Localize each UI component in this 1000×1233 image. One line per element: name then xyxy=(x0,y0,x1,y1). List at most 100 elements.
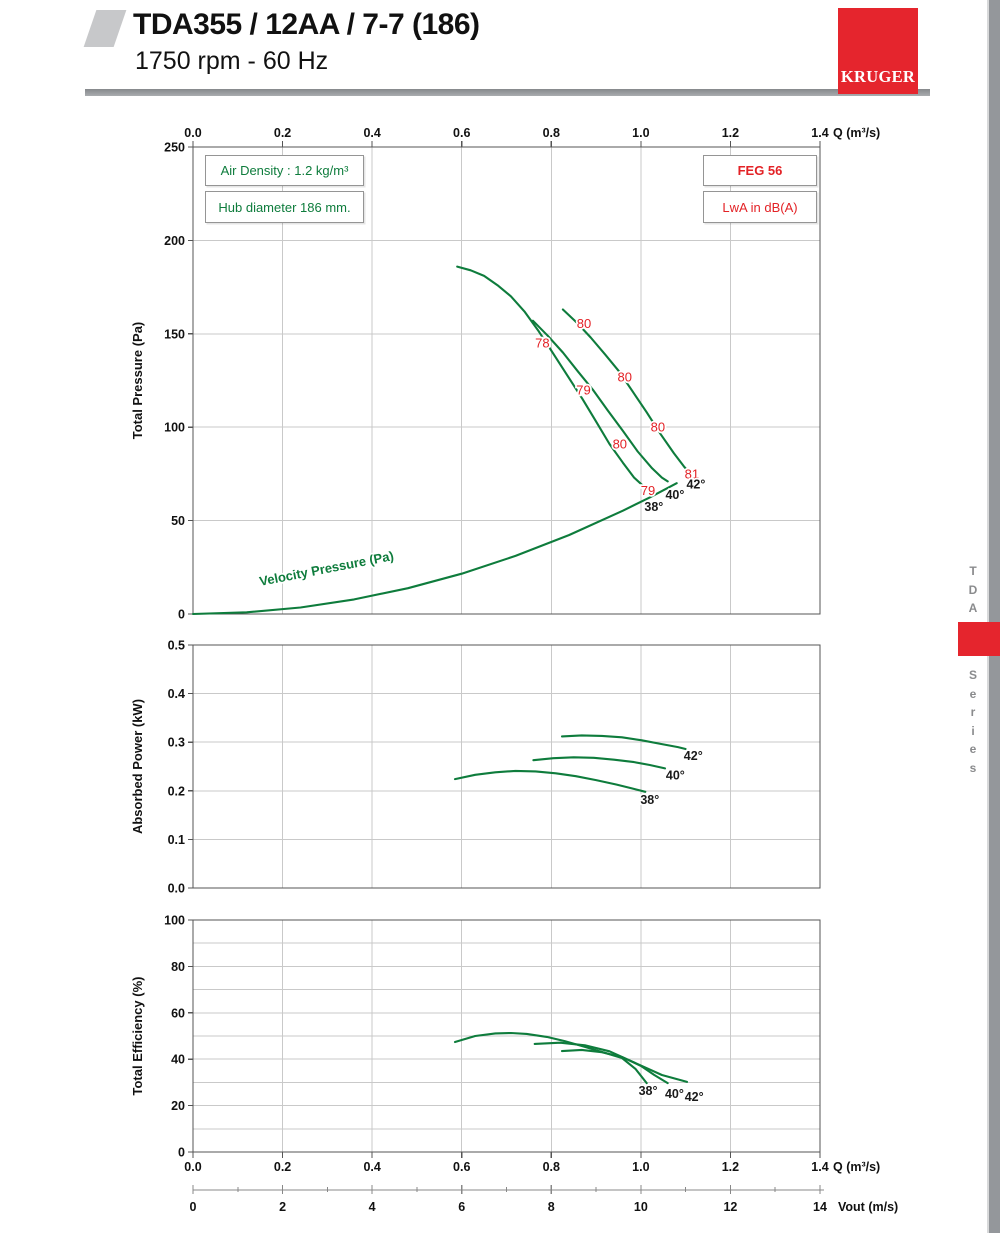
sidebar-tda-letter: A xyxy=(968,601,978,615)
sidebar-red-square xyxy=(958,622,1000,656)
blade-angle-label: 42° xyxy=(684,749,703,763)
blade-angle-label: 38° xyxy=(639,1084,658,1098)
y-tick-label: 0 xyxy=(178,1146,185,1160)
y-tick-label: 100 xyxy=(164,421,185,435)
noise-level-label: 81 xyxy=(685,466,699,481)
y-tick-label: 40 xyxy=(171,1053,185,1067)
blade-angle-label: 38° xyxy=(640,793,659,807)
y-tick-label: 0 xyxy=(178,608,185,622)
y-tick-label: 0.2 xyxy=(168,784,185,798)
curve-40 xyxy=(533,1041,669,1085)
velocity-pressure-label: Velocity Pressure (Pa) xyxy=(258,548,395,589)
plot-border xyxy=(192,644,821,889)
sidebar-series-letter: s xyxy=(969,760,977,775)
noise-level-label: 80 xyxy=(617,369,631,384)
noise-level-label: 79 xyxy=(576,382,590,397)
blade-angle-label: 42° xyxy=(685,1090,704,1104)
plot-border xyxy=(192,146,821,615)
sidebar-series-letter: e xyxy=(969,686,977,701)
y-tick-label: 250 xyxy=(164,141,185,155)
hub-diameter-text: Hub diameter 186 mm. xyxy=(218,199,351,215)
curve-38 xyxy=(453,769,647,793)
x-tick-label: 0.0 xyxy=(184,1160,201,1174)
curve-40 xyxy=(532,756,667,770)
y-tick-label: 0.3 xyxy=(168,736,185,750)
blade-angle-label: 40° xyxy=(665,488,684,502)
y-tick-label: 150 xyxy=(164,327,185,341)
y-tick-label: 200 xyxy=(164,234,185,248)
curve-38 xyxy=(453,1031,648,1085)
y-tick-label: 0.1 xyxy=(168,833,185,847)
air-density-box: Air Density : 1.2 kg/m³ xyxy=(205,155,364,186)
page-title: TDA355 / 12AA / 7-7 (186) xyxy=(133,8,480,41)
feg-box: FEG 56 xyxy=(703,155,817,186)
noise-level-label: 78 xyxy=(535,336,549,351)
x-tick-label: 0.8 xyxy=(543,1160,560,1174)
air-density-text: Air Density : 1.2 kg/m³ xyxy=(220,163,349,178)
chart-2: 0.0 0.1 0.2 0.3 0.4 0.5 Absorbed Power (kW) 38°… xyxy=(130,639,821,896)
y-axis-title: Total Efficiency (%) xyxy=(130,977,145,1096)
blade-angle-label: 42° xyxy=(686,478,705,492)
y-axis-title: Total Pressure (Pa) xyxy=(130,322,145,440)
kruger-logo-text: KRUGER xyxy=(840,67,916,86)
curve-38 xyxy=(456,265,646,489)
vout-tick-label: 10 xyxy=(634,1200,648,1214)
y-tick-label: 0.0 xyxy=(168,882,185,896)
noise-level-label: 80 xyxy=(651,420,665,435)
x-tick-label: 1.4 xyxy=(811,126,828,140)
curve-42 xyxy=(561,308,690,474)
noise-level-label: 79 xyxy=(641,483,655,498)
noise-level-label: 80 xyxy=(577,316,591,331)
x-tick-label: 1.0 xyxy=(632,1160,649,1174)
vout-tick-label: 8 xyxy=(548,1200,555,1214)
plot-border xyxy=(192,919,821,1153)
vout-tick-label: 14 xyxy=(813,1200,827,1214)
page-subtitle: 1750 rpm - 60 Hz xyxy=(135,47,329,75)
lwa-box: LwA in dB(A) xyxy=(703,191,817,223)
x-tick-label: 0.6 xyxy=(453,126,470,140)
vout-tick-label: 2 xyxy=(279,1200,286,1214)
header-rule xyxy=(85,89,930,96)
sidebar-tda-letter: D xyxy=(968,582,978,597)
sidebar-series-letter: r xyxy=(970,705,976,719)
y-tick-label: 20 xyxy=(171,1099,185,1113)
vout-tick-label: 0 xyxy=(190,1200,197,1214)
x-tick-label: 1.2 xyxy=(722,1160,739,1174)
x-tick-label: 0.8 xyxy=(543,126,560,140)
curve-42 xyxy=(560,734,687,751)
sidebar-series-letter: e xyxy=(969,742,977,756)
sidebar-series-letter: i xyxy=(971,723,975,738)
y-tick-label: 50 xyxy=(171,514,185,528)
y-tick-label: 0.5 xyxy=(168,639,185,653)
x-axis-title: Q (m³/s) xyxy=(833,126,880,140)
sidebar-tda-letter: T xyxy=(969,564,977,578)
kruger-logo: KRUGER xyxy=(838,8,918,94)
vout-tick-label: 12 xyxy=(723,1200,737,1214)
x-tick-label: 1.0 xyxy=(632,126,649,140)
y-tick-label: 80 xyxy=(171,960,185,974)
y-tick-label: 60 xyxy=(171,1006,185,1020)
sidebar-rail xyxy=(987,0,1000,1233)
x-tick-label: 0.4 xyxy=(363,1160,380,1174)
x-tick-label: 0.2 xyxy=(274,126,291,140)
blade-angle-label: 40° xyxy=(665,1087,684,1101)
feg-text: FEG 56 xyxy=(737,163,783,178)
blade-angle-label: 38° xyxy=(644,500,663,514)
y-tick-label: 100 xyxy=(164,914,185,928)
x-axis-title: Q (m³/s) xyxy=(833,1160,880,1174)
y-tick-label: 0.4 xyxy=(168,687,185,701)
x-tick-label: 1.4 xyxy=(811,1160,828,1174)
blade-angle-label: 40° xyxy=(666,768,685,782)
noise-level-label: 80 xyxy=(613,437,627,452)
x-tick-label: 1.2 xyxy=(722,126,739,140)
x-tick-label: 0.2 xyxy=(274,1160,291,1174)
vout-tick-label: 4 xyxy=(369,1200,376,1214)
hub-diameter-box: Hub diameter 186 mm. xyxy=(205,191,364,223)
vout-tick-label: 6 xyxy=(458,1200,465,1214)
curve-40 xyxy=(531,319,669,483)
